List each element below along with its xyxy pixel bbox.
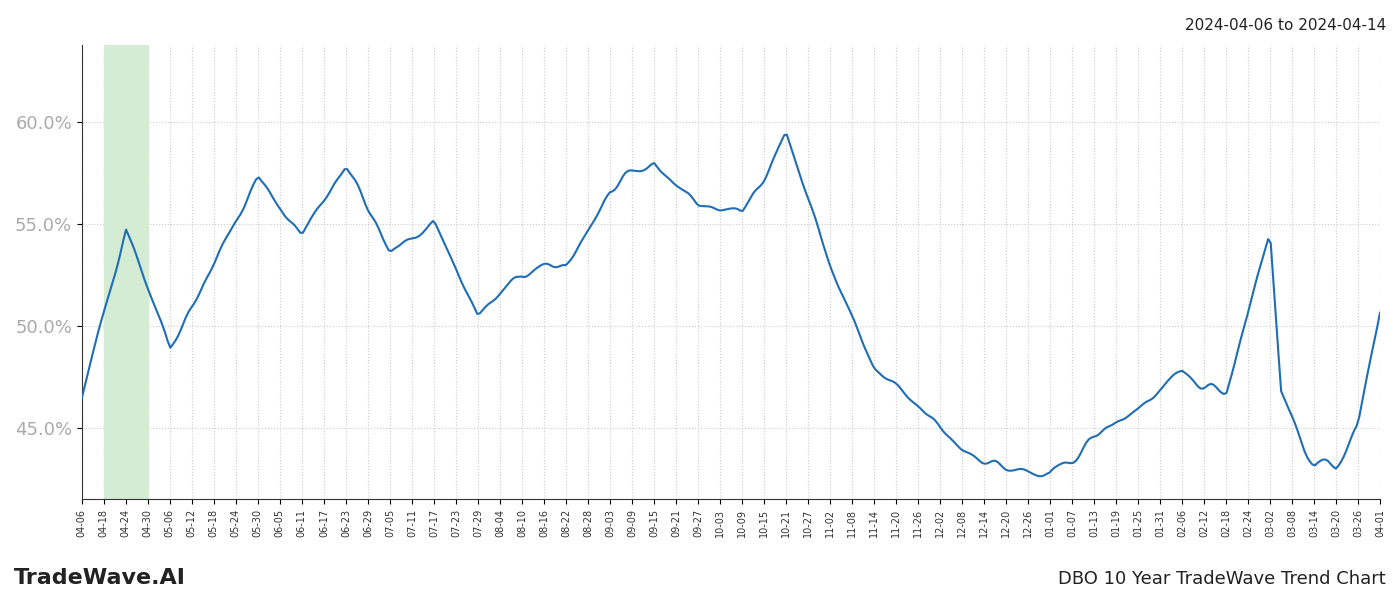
Text: DBO 10 Year TradeWave Trend Chart: DBO 10 Year TradeWave Trend Chart (1058, 570, 1386, 588)
Bar (104, 45, 148, 499)
Text: TradeWave.AI: TradeWave.AI (14, 568, 186, 588)
Text: 2024-04-06 to 2024-04-14: 2024-04-06 to 2024-04-14 (1184, 18, 1386, 33)
